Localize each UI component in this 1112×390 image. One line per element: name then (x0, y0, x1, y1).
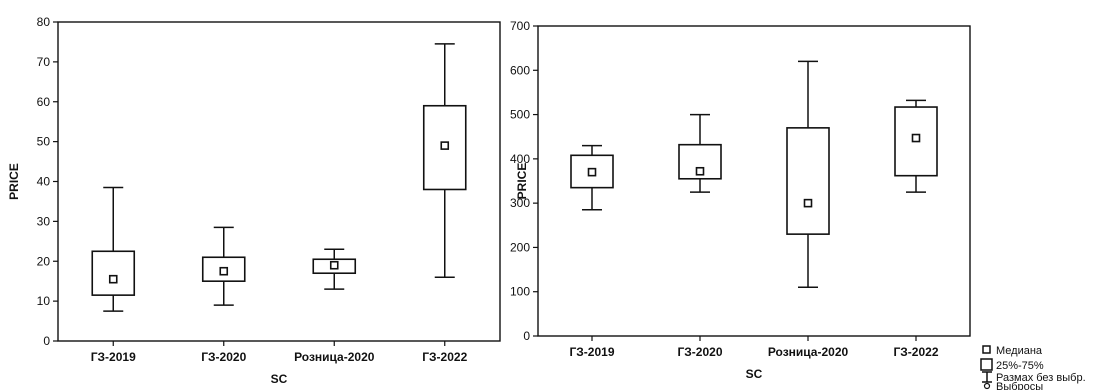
x-category-label: ГЗ-2022 (422, 350, 467, 364)
iqr-box (786, 127, 830, 235)
y-tick-label: 40 (37, 175, 51, 189)
y-tick-label: 400 (510, 152, 530, 166)
y-tick-label: 10 (37, 294, 51, 308)
median-marker (219, 266, 229, 276)
x-category-label: ГЗ-2019 (91, 350, 136, 364)
y-tick-label: 300 (510, 196, 530, 210)
legend-outliers-icon (983, 382, 991, 390)
y-tick-label: 200 (510, 240, 530, 254)
y-tick-label: 500 (510, 108, 530, 122)
legend-iqr-label: 25%-75% (996, 360, 1044, 372)
y-tick-label: 0 (43, 334, 50, 348)
median-marker (695, 166, 705, 176)
legend-outliers-label: Выбросы (996, 381, 1043, 390)
y-tick-label: 600 (510, 63, 530, 77)
chart-right: 0 100 200 300 400 500 600 700 PRICE SC ГЗ-2019 ГЗ-2… (510, 19, 971, 381)
plot-frame (537, 25, 971, 337)
y-tick-label: 60 (37, 95, 51, 109)
y-tick-label: 30 (37, 214, 51, 228)
median-marker (329, 260, 339, 270)
x-category-label: Розница-2020 (294, 350, 375, 364)
x-axis-title: SC (746, 367, 763, 381)
x-category-label: ГЗ-2020 (201, 350, 246, 364)
legend-range-label: Размах без выбр. (996, 372, 1086, 384)
y-tick-label: 80 (37, 15, 51, 29)
median-marker (108, 274, 118, 284)
median-marker (587, 167, 597, 177)
median-marker (803, 198, 813, 208)
legend: Медиана 25%-75% Размах без выбр. Выбросы (980, 345, 1086, 390)
x-category-label: ГЗ-2022 (893, 345, 938, 359)
iqr-box (91, 250, 136, 296)
legend-range-icon (982, 371, 992, 383)
y-axis-title: PRICE (515, 163, 529, 200)
y-tick-label: 0 (523, 329, 530, 343)
x-axis-title: SC (271, 372, 288, 386)
x-category-label: ГЗ-2019 (569, 345, 614, 359)
legend-median-label: Медиана (996, 345, 1043, 357)
x-category-label: Розница-2020 (768, 345, 849, 359)
chart-left: 0 10 20 30 40 50 60 70 80 PRICE SC ГЗ-2019 ГЗ-2020 Ро… (7, 15, 501, 386)
y-tick-label: 20 (37, 254, 51, 268)
y-tick-label: 700 (510, 19, 530, 33)
y-tick-label: 50 (37, 135, 51, 149)
legend-iqr-icon (980, 358, 993, 371)
y-tick-label: 100 (510, 285, 530, 299)
median-marker (911, 133, 921, 143)
y-tick-label: 70 (37, 55, 51, 69)
x-category-label: ГЗ-2020 (677, 345, 722, 359)
median-marker (440, 141, 450, 150)
legend-median-icon (982, 345, 991, 354)
y-axis-title: PRICE (7, 163, 21, 200)
